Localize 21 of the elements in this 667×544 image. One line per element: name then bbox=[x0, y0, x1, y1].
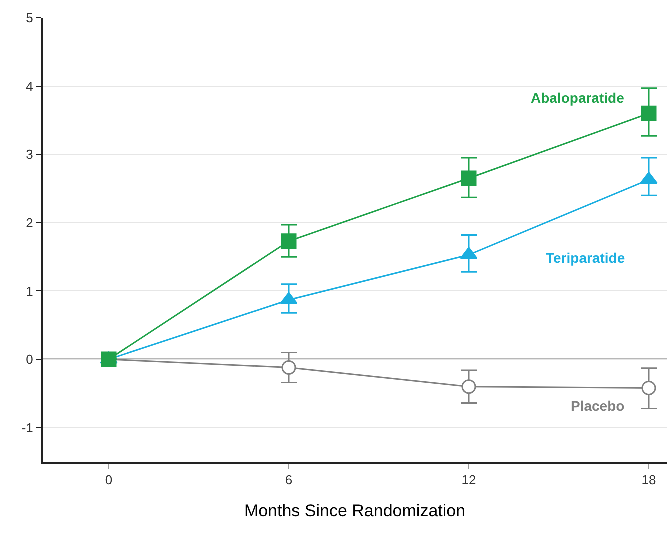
x-tick-label: 6 bbox=[285, 472, 293, 488]
y-tick-label: 4 bbox=[26, 78, 34, 94]
point bbox=[461, 170, 477, 186]
point bbox=[282, 360, 296, 375]
x-tick-label: 12 bbox=[462, 472, 476, 488]
point bbox=[641, 106, 657, 122]
x-axis-title: Months Since Randomization bbox=[244, 502, 466, 520]
x-tick-label: 18 bbox=[642, 472, 656, 488]
point bbox=[642, 380, 656, 396]
x-tick-label: 0 bbox=[105, 472, 113, 488]
series-label: Abaloparatide bbox=[531, 90, 625, 106]
y-tick-label: 1 bbox=[26, 284, 34, 299]
y-tick-label: 3 bbox=[26, 147, 34, 162]
y-tick-label: 0 bbox=[26, 352, 34, 368]
y-tick-label: 5 bbox=[26, 10, 34, 26]
point bbox=[281, 234, 297, 250]
series-label: Placebo bbox=[571, 398, 625, 414]
y-tick-label: 2 bbox=[26, 215, 34, 230]
y-tick-label: -1 bbox=[22, 420, 34, 436]
point bbox=[462, 380, 476, 394]
series-label: Teriparatide bbox=[546, 250, 626, 266]
